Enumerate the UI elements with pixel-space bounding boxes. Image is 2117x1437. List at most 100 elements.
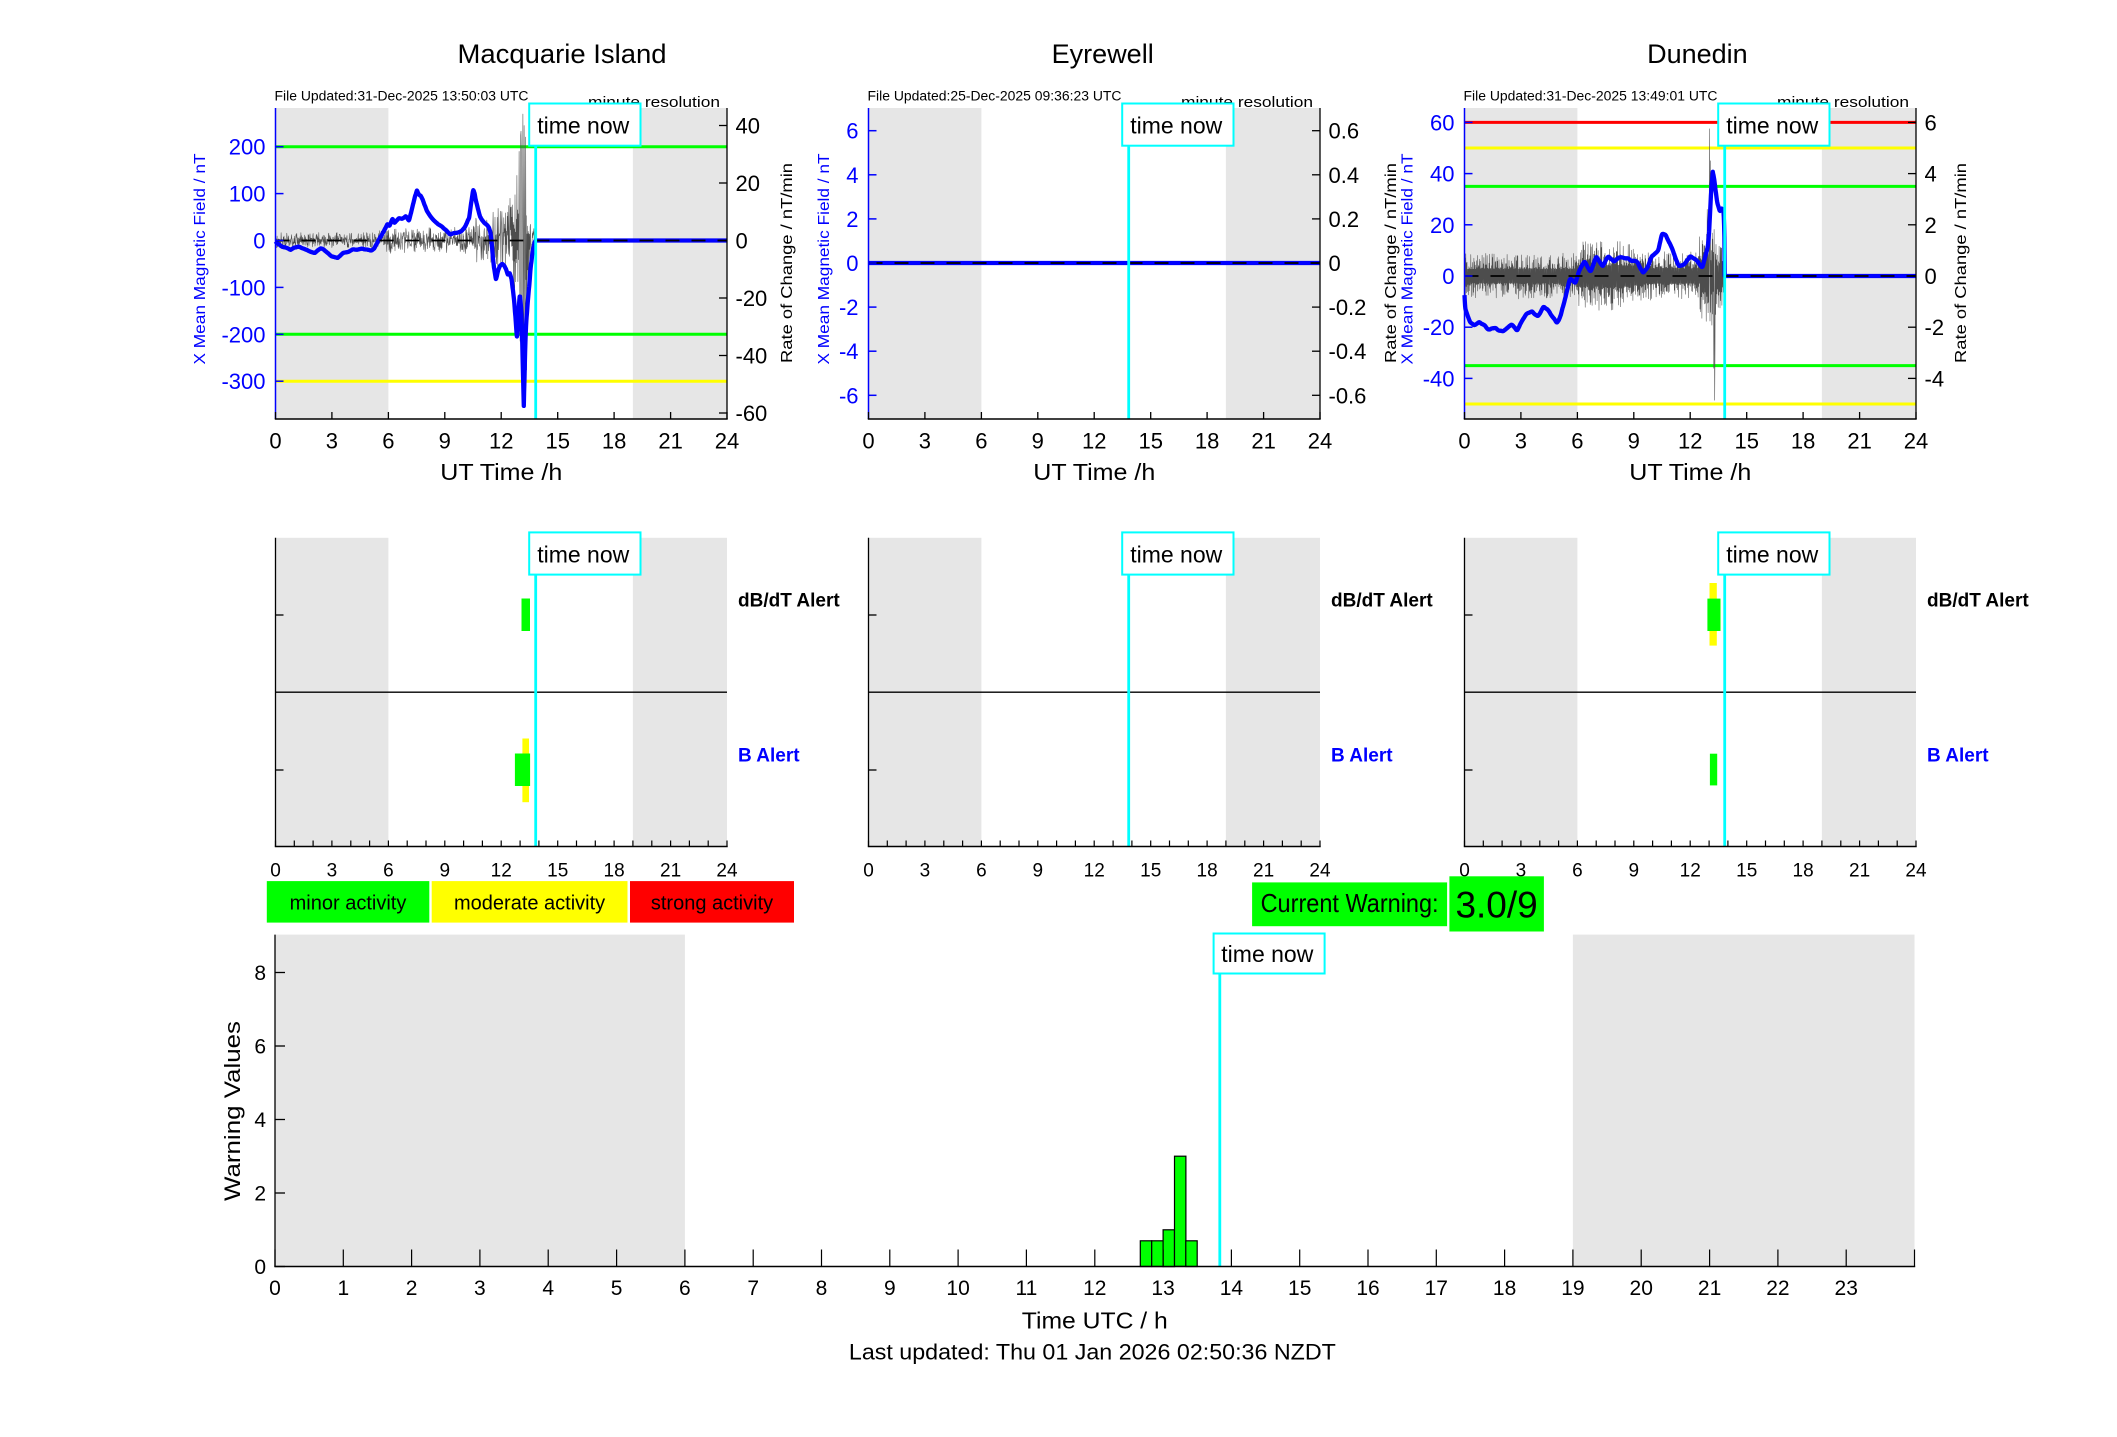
svg-text:2: 2 (406, 1277, 418, 1300)
svg-text:X Mean Magnetic Field / nT: X Mean Magnetic Field / nT (816, 153, 833, 365)
svg-text:15: 15 (1734, 429, 1758, 454)
svg-text:22: 22 (1766, 1277, 1789, 1300)
svg-text:4: 4 (254, 1109, 266, 1132)
svg-text:18: 18 (1493, 1277, 1516, 1300)
svg-text:0: 0 (863, 861, 874, 882)
svg-text:0: 0 (1459, 861, 1470, 882)
svg-text:0: 0 (862, 429, 874, 454)
svg-text:X Mean Magnetic Field / nT: X Mean Magnetic Field / nT (192, 153, 209, 365)
svg-text:File Updated:31-Dec-2025 13:49: File Updated:31-Dec-2025 13:49:01 UTC (1464, 89, 1718, 104)
svg-text:21: 21 (1251, 429, 1275, 454)
svg-text:24: 24 (1905, 861, 1927, 882)
svg-text:Rate of Change / nT/min: Rate of Change / nT/min (1383, 163, 1400, 363)
svg-text:3: 3 (920, 861, 931, 882)
svg-text:6: 6 (846, 119, 858, 144)
svg-text:UT Time /h: UT Time /h (440, 459, 562, 485)
svg-text:0: 0 (254, 1256, 266, 1279)
svg-text:15: 15 (1736, 861, 1757, 882)
svg-text:6: 6 (1925, 110, 1937, 135)
svg-text:B Alert: B Alert (1331, 746, 1393, 767)
svg-text:18: 18 (1195, 429, 1219, 454)
svg-text:0: 0 (1925, 264, 1937, 289)
svg-text:0: 0 (270, 861, 281, 882)
svg-text:0: 0 (1442, 264, 1454, 289)
svg-text:8: 8 (254, 962, 266, 985)
svg-text:dB/dT Alert: dB/dT Alert (738, 591, 840, 612)
svg-text:100: 100 (229, 182, 266, 207)
svg-text:6: 6 (975, 429, 987, 454)
svg-text:-20: -20 (1423, 315, 1455, 340)
svg-text:12: 12 (1678, 429, 1702, 454)
svg-text:12: 12 (489, 429, 513, 454)
svg-text:60: 60 (1430, 110, 1454, 135)
svg-text:0: 0 (269, 429, 281, 454)
svg-text:12: 12 (1083, 1277, 1106, 1300)
svg-text:-40: -40 (736, 344, 768, 369)
svg-text:18: 18 (604, 861, 625, 882)
svg-text:dB/dT Alert: dB/dT Alert (1331, 591, 1433, 612)
svg-text:0.2: 0.2 (1329, 207, 1360, 232)
svg-text:21: 21 (1849, 861, 1870, 882)
svg-text:File Updated:31-Dec-2025 13:50: File Updated:31-Dec-2025 13:50:03 UTC (275, 89, 529, 104)
svg-text:Dunedin: Dunedin (1647, 39, 1748, 69)
svg-text:-60: -60 (736, 401, 768, 426)
svg-text:15: 15 (1288, 1277, 1311, 1300)
svg-text:12: 12 (1084, 861, 1105, 882)
svg-text:12: 12 (491, 861, 512, 882)
svg-text:time now: time now (1130, 113, 1222, 139)
svg-text:6: 6 (254, 1036, 266, 1059)
svg-text:0: 0 (1458, 429, 1470, 454)
svg-text:5: 5 (611, 1277, 623, 1300)
svg-text:40: 40 (1430, 162, 1454, 187)
svg-text:UT Time /h: UT Time /h (1629, 459, 1751, 485)
svg-text:9: 9 (1032, 429, 1044, 454)
svg-text:Eyrewell: Eyrewell (1052, 39, 1154, 69)
svg-text:13: 13 (1151, 1277, 1174, 1300)
svg-text:3: 3 (1516, 861, 1527, 882)
svg-text:3: 3 (474, 1277, 486, 1300)
svg-text:23: 23 (1835, 1277, 1858, 1300)
svg-text:time now: time now (1726, 113, 1818, 139)
svg-text:3: 3 (326, 429, 338, 454)
svg-text:0.4: 0.4 (1329, 163, 1360, 188)
svg-text:4: 4 (846, 163, 858, 188)
svg-text:dB/dT Alert: dB/dT Alert (1927, 591, 2029, 612)
svg-text:0.6: 0.6 (1329, 119, 1360, 144)
svg-text:12: 12 (1082, 429, 1106, 454)
svg-text:18: 18 (1197, 861, 1218, 882)
svg-text:3: 3 (919, 429, 931, 454)
svg-text:12: 12 (1680, 861, 1701, 882)
svg-text:21: 21 (1253, 861, 1274, 882)
svg-text:9: 9 (1628, 429, 1640, 454)
svg-text:-200: -200 (221, 322, 265, 347)
svg-text:Macquarie Island: Macquarie Island (458, 39, 667, 69)
svg-text:Rate of Change / nT/min: Rate of Change / nT/min (1953, 163, 1970, 363)
svg-text:0: 0 (846, 251, 858, 276)
svg-text:Warning Values: Warning Values (220, 1021, 245, 1201)
svg-text:time now: time now (1221, 941, 1313, 967)
svg-text:7: 7 (747, 1277, 759, 1300)
svg-text:15: 15 (1138, 429, 1162, 454)
svg-text:0: 0 (253, 229, 265, 254)
svg-text:B Alert: B Alert (1927, 746, 1989, 767)
svg-text:minor activity: minor activity (290, 893, 407, 915)
svg-text:0: 0 (1329, 251, 1341, 276)
svg-text:3: 3 (327, 861, 338, 882)
svg-text:2: 2 (254, 1183, 266, 1206)
svg-text:-0.4: -0.4 (1329, 339, 1367, 364)
svg-text:20: 20 (1430, 213, 1454, 238)
svg-text:19: 19 (1561, 1277, 1584, 1300)
svg-text:24: 24 (1309, 861, 1331, 882)
svg-text:21: 21 (658, 429, 682, 454)
svg-text:-300: -300 (221, 369, 265, 394)
svg-text:6: 6 (679, 1277, 691, 1300)
svg-text:10: 10 (946, 1277, 969, 1300)
svg-text:-100: -100 (221, 275, 265, 300)
svg-text:14: 14 (1220, 1277, 1244, 1300)
svg-text:B Alert: B Alert (738, 746, 800, 767)
svg-text:-0.6: -0.6 (1329, 383, 1367, 408)
svg-text:-6: -6 (839, 383, 859, 408)
svg-text:moderate activity: moderate activity (454, 893, 605, 915)
svg-text:15: 15 (1140, 861, 1161, 882)
svg-text:24: 24 (716, 861, 738, 882)
